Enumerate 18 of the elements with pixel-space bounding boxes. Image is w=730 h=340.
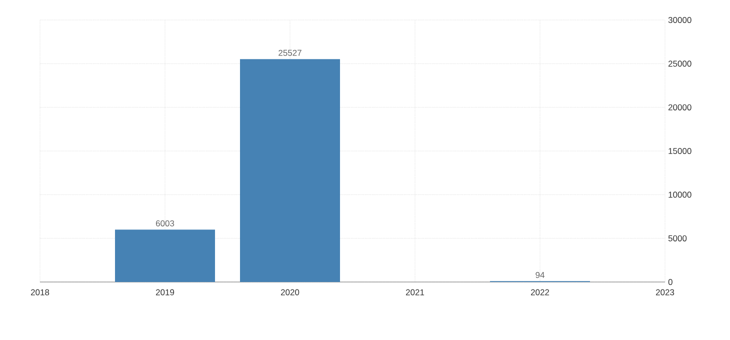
x-tick-label: 2022 <box>530 289 550 296</box>
y-tick-label: 10000 <box>668 192 692 198</box>
data-label: 6003 <box>156 220 174 226</box>
y-tick-label: 30000 <box>668 16 692 23</box>
x-tick-label: 2021 <box>406 289 424 296</box>
y-tick-label: 20000 <box>668 104 692 110</box>
data-label: 25527 <box>278 50 302 56</box>
x-tick-label: 2019 <box>156 289 174 296</box>
y-tick-label: 0 <box>668 278 672 286</box>
y-tick-label: 5000 <box>668 235 687 242</box>
x-tick-label: 2020 <box>280 289 300 296</box>
x-tick-label: 2023 <box>656 289 674 296</box>
y-tick-label: 25000 <box>668 60 692 67</box>
bar <box>115 230 216 282</box>
x-tick-label: 2018 <box>30 289 50 296</box>
data-label: 94 <box>536 272 544 278</box>
y-tick-label: 15000 <box>668 148 692 154</box>
bar <box>240 59 340 282</box>
